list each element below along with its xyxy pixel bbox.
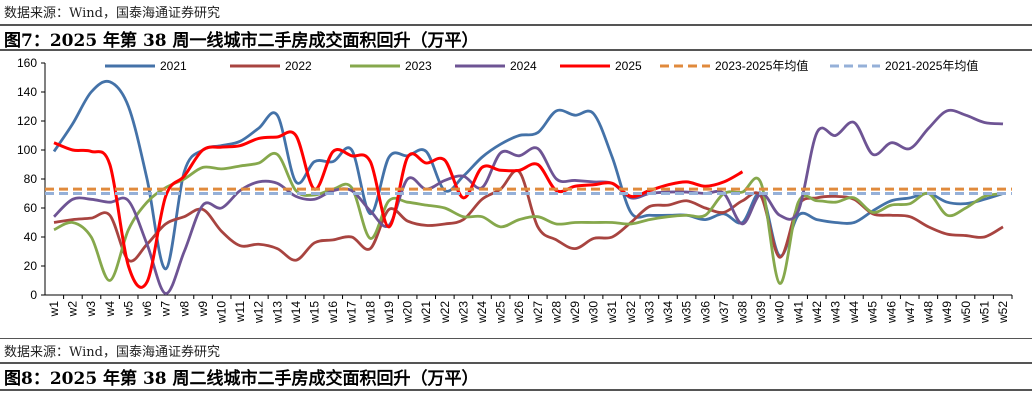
x-tick-label: w33 — [642, 301, 656, 324]
divider — [0, 338, 1032, 339]
x-tick-label: w8 — [177, 301, 191, 318]
x-tick-label: w6 — [140, 301, 154, 318]
divider — [0, 24, 1032, 26]
x-tick-label: w49 — [940, 301, 954, 324]
x-tick-label: w12 — [252, 301, 266, 324]
legend-label: 2021 — [160, 59, 187, 73]
y-tick-label: 80 — [24, 172, 38, 186]
x-tick-label: w5 — [121, 301, 135, 318]
x-tick-label: w11 — [233, 301, 247, 323]
x-tick-label: w34 — [661, 301, 675, 324]
x-tick-label: w20 — [401, 301, 415, 324]
legend-label: 2024 — [510, 59, 537, 73]
x-tick-label: w21 — [419, 301, 433, 324]
x-tick-label: w19 — [382, 301, 396, 324]
x-tick-label: w32 — [624, 301, 638, 324]
x-tick-label: w13 — [270, 301, 284, 324]
x-tick-label: w26 — [512, 301, 526, 324]
x-tick-label: w45 — [866, 301, 880, 324]
x-tick-label: w18 — [363, 301, 377, 324]
legend-label: 2021-2025年均值 — [885, 58, 978, 73]
x-tick-label: w48 — [922, 301, 936, 324]
x-tick-label: w28 — [549, 301, 563, 324]
x-tick-label: w3 — [84, 301, 98, 318]
series-line-2024 — [53, 108, 1004, 295]
x-tick-label: w25 — [494, 301, 508, 324]
series-line-2025 — [53, 130, 744, 289]
legend-label: 2023-2025年均值 — [715, 58, 808, 73]
x-tick-label: w36 — [698, 301, 712, 324]
y-tick-label: 120 — [17, 114, 37, 128]
x-tick-label: w46 — [884, 301, 898, 324]
y-tick-label: 20 — [24, 259, 38, 273]
series-line-2022 — [53, 169, 1004, 263]
x-tick-label: w29 — [568, 301, 582, 324]
x-tick-label: w44 — [847, 301, 861, 324]
x-tick-label: w23 — [456, 301, 470, 324]
x-tick-label: w7 — [159, 301, 173, 318]
x-tick-label: w47 — [903, 301, 917, 324]
x-tick-label: w17 — [345, 301, 359, 324]
x-tick-label: w15 — [308, 301, 322, 324]
x-tick-label: w24 — [475, 301, 489, 324]
x-tick-label: w37 — [717, 301, 731, 324]
x-tick-label: w42 — [810, 301, 824, 324]
x-tick-label: w22 — [438, 301, 452, 324]
x-tick-label: w9 — [196, 301, 210, 318]
x-tick-label: w52 — [996, 301, 1010, 324]
figure-title: 图7：2025 年第 38 周一线城市二手房成交面积回升（万平） — [4, 31, 479, 51]
divider — [0, 362, 1032, 364]
x-tick-label: w14 — [289, 301, 303, 324]
y-tick-label: 0 — [30, 288, 37, 302]
series-line-2021 — [52, 79, 1004, 271]
y-tick-label: 160 — [17, 56, 37, 70]
y-tick-label: 60 — [24, 201, 38, 215]
x-tick-label: w16 — [326, 301, 340, 324]
x-tick-label: w39 — [754, 301, 768, 324]
x-tick-label: w51 — [977, 301, 991, 324]
x-tick-label: w50 — [959, 301, 973, 324]
x-tick-label: w35 — [680, 301, 694, 324]
source-note-top: 数据来源：Wind，国泰海通证券研究 — [4, 6, 220, 21]
divider — [0, 49, 1032, 51]
x-tick-label: w40 — [773, 301, 787, 324]
next-figure-title: 图8：2025 年第 38 周二线城市二手房成交面积回升（万平） — [4, 369, 479, 389]
x-tick-label: w30 — [587, 301, 601, 324]
x-tick-label: w2 — [66, 301, 80, 318]
legend-label: 2025 — [615, 59, 642, 73]
source-note-bottom: 数据来源：Wind，国泰海通证券研究 — [4, 345, 220, 360]
y-tick-label: 100 — [17, 143, 37, 157]
y-tick-label: 40 — [24, 230, 38, 244]
divider — [0, 389, 1032, 391]
x-tick-label: w41 — [791, 301, 805, 324]
y-tick-label: 140 — [17, 85, 37, 99]
legend-label: 2023 — [405, 59, 432, 73]
x-tick-label: w27 — [531, 301, 545, 324]
x-tick-label: w38 — [735, 301, 749, 324]
x-tick-label: w43 — [829, 301, 843, 324]
x-tick-label: w10 — [214, 301, 228, 324]
legend-label: 2022 — [285, 59, 312, 73]
x-tick-label: w1 — [47, 301, 61, 318]
x-tick-label: w4 — [103, 301, 117, 318]
series-line-2023 — [53, 151, 1004, 285]
x-tick-label: w31 — [605, 301, 619, 324]
